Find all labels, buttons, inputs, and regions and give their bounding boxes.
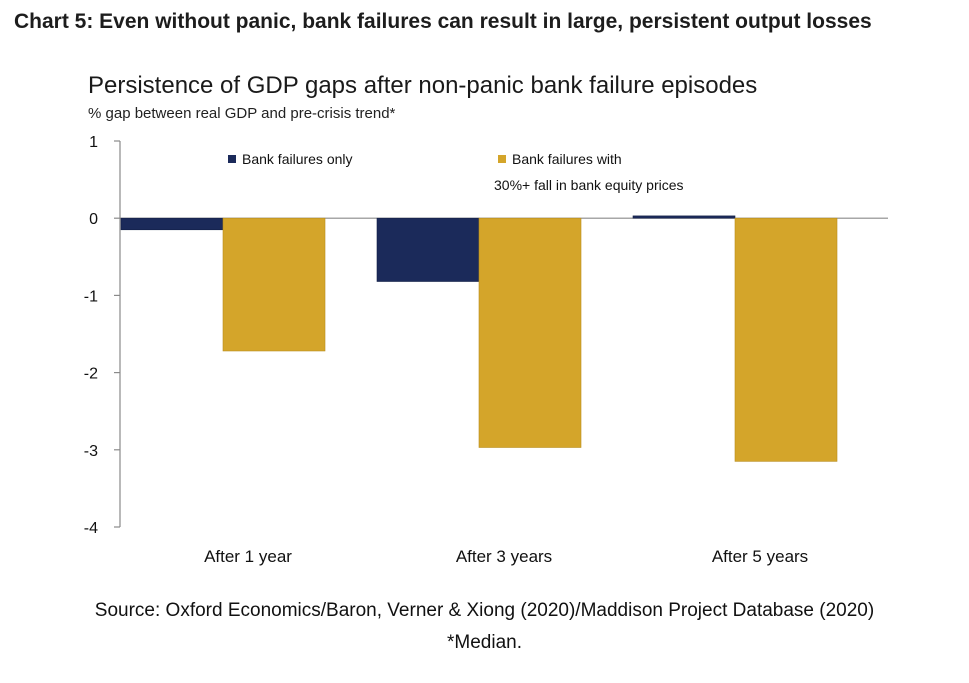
bar-bank-failures-equity-fall (478, 217, 582, 448)
legend-label: Bank failures only (242, 151, 353, 167)
x-category-label: After 1 year (204, 547, 292, 566)
y-tick-label: 0 (89, 211, 98, 228)
bar-bank-failures-equity-fall (222, 217, 326, 352)
legend-label: Bank failures with (512, 151, 622, 167)
y-tick-label: -3 (84, 443, 98, 460)
chart-subtitle: % gap between real GDP and pre-crisis tr… (88, 105, 396, 122)
y-tick-label: -4 (84, 520, 98, 537)
y-tick-label: -1 (84, 288, 98, 305)
bar-bank-failures-equity-fall (734, 217, 838, 462)
x-category-label: After 5 years (712, 547, 808, 566)
chart-title: Persistence of GDP gaps after non-panic … (88, 72, 758, 99)
footnote: *Median. (447, 632, 522, 653)
y-tick-label: -2 (84, 366, 98, 383)
y-tick-label: 1 (89, 134, 98, 151)
legend-swatch (228, 155, 236, 163)
x-category-label: After 3 years (456, 547, 552, 566)
legend-label: 30%+ fall in bank equity prices (494, 177, 684, 193)
bar-chart: Bank failures only Bank failures with 30%+… (84, 134, 888, 566)
bar-bank-failures-only (120, 217, 224, 231)
source-note: Source: Oxford Economics/Baron, Verner &… (94, 600, 875, 621)
chart-header: Chart 5: Even without panic, bank failur… (14, 10, 872, 33)
legend-swatch (498, 155, 506, 163)
bar-bank-failures-only (376, 217, 480, 282)
bar-bank-failures-only (632, 215, 736, 219)
